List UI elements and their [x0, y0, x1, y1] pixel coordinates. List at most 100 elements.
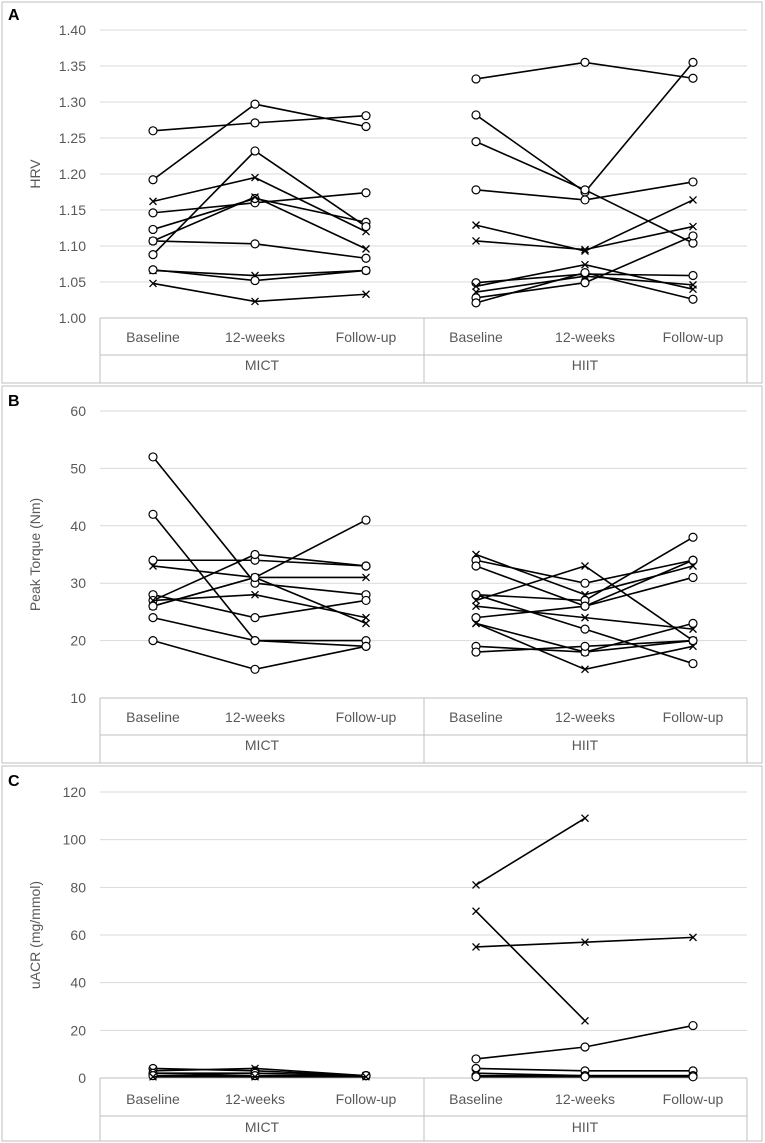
- data-point-cross: [581, 562, 589, 570]
- data-point-circle: [471, 110, 481, 120]
- y-tick-label: 50: [70, 460, 86, 476]
- y-tick-label: 60: [70, 403, 86, 419]
- series-hiit-2: [471, 555, 698, 588]
- data-point-circle: [580, 1072, 590, 1082]
- x-category-label: 12-weeks: [225, 709, 285, 725]
- data-point-cross: [362, 573, 370, 582]
- data-point-circle: [580, 278, 590, 288]
- data-point-circle: [148, 613, 158, 623]
- data-point-circle: [688, 618, 698, 628]
- x-category-label: Follow-up: [663, 709, 724, 725]
- data-point-cross: [472, 880, 480, 889]
- data-point-circle: [361, 188, 371, 198]
- x-category-label: 12-weeks: [555, 709, 615, 725]
- series-line: [152, 616, 367, 648]
- data-point-cross: [251, 297, 259, 306]
- series-line: [475, 235, 694, 299]
- data-point-circle: [250, 275, 260, 286]
- data-point-circle: [580, 641, 590, 651]
- series-hiit-1: [471, 57, 698, 84]
- data-point-circle: [471, 647, 481, 657]
- data-point-circle: [471, 613, 481, 623]
- y-tick-label: 40: [70, 518, 86, 534]
- data-point-circle: [148, 236, 158, 246]
- group-label: HIIT: [572, 357, 599, 373]
- y-tick-label: 1.40: [59, 22, 86, 38]
- data-point-cross: [362, 244, 370, 253]
- data-point-circle: [148, 1071, 158, 1081]
- series-hiit-1: [472, 814, 589, 889]
- y-tick-label: 80: [70, 879, 86, 895]
- data-point-circle: [688, 635, 698, 646]
- data-point-circle: [688, 1020, 698, 1031]
- series-mict-7: [149, 573, 370, 628]
- series-mict-11: [148, 635, 371, 674]
- y-tick-label: 20: [70, 1022, 86, 1038]
- data-point-circle: [148, 250, 158, 260]
- panel-b: B Peak Torque (Nm) 10 20 30 40 50 60 Baseline 12-…: [1, 385, 763, 764]
- data-point-circle: [688, 572, 698, 583]
- data-point-circle: [148, 175, 158, 185]
- series-mict-3: [149, 173, 370, 236]
- data-point-cross: [472, 221, 480, 230]
- data-point-cross: [689, 222, 697, 231]
- series-mict-9: [149, 590, 370, 622]
- data-point-circle: [361, 561, 371, 571]
- data-point-circle: [688, 1072, 698, 1082]
- series-mict-6: [149, 1072, 370, 1081]
- x-category-label: Baseline: [126, 709, 180, 725]
- data-point-cross: [251, 193, 259, 201]
- data-point-cross: [472, 282, 480, 291]
- data-point-circle: [250, 549, 260, 560]
- y-tick-label: 1.15: [59, 202, 86, 218]
- data-point-circle: [148, 601, 158, 611]
- y-tick-label: 10: [70, 690, 86, 706]
- series-mict-10: [148, 265, 371, 286]
- series-mict-2: [148, 99, 371, 185]
- data-point-circle: [688, 658, 698, 669]
- data-point-circle: [471, 74, 481, 84]
- y-tick-label: 1.35: [59, 58, 86, 74]
- data-point-circle: [688, 555, 698, 565]
- y-tick-label: 1.10: [59, 238, 86, 254]
- series-line: [475, 61, 694, 194]
- x-category-label: 12-weeks: [555, 1091, 615, 1107]
- series-hiit-8: [471, 572, 698, 623]
- data-point-circle: [250, 1071, 260, 1081]
- series-mict-8: [148, 515, 371, 611]
- data-point-circle: [361, 221, 371, 232]
- data-point-cross: [689, 280, 697, 289]
- x-category-label: Follow-up: [336, 1091, 397, 1107]
- x-category-label: 12-weeks: [225, 1091, 285, 1107]
- y-axis-label: Peak Torque (Nm): [27, 498, 43, 611]
- series-hiit-8: [471, 1072, 698, 1082]
- data-point-cross: [149, 279, 157, 288]
- series-hiit-11: [471, 268, 698, 308]
- data-point-cross: [472, 942, 480, 951]
- data-point-cross: [581, 814, 589, 823]
- data-point-circle: [471, 1072, 481, 1082]
- data-point-cross: [251, 590, 259, 599]
- data-point-circle: [580, 601, 590, 611]
- y-tick-label: 1.00: [59, 310, 86, 326]
- series-mict-4: [148, 188, 371, 218]
- x-category-label: Baseline: [126, 1091, 180, 1107]
- y-tick-label: 100: [63, 832, 87, 848]
- series-mict-7: [148, 146, 371, 260]
- panel-letter: B: [8, 393, 20, 410]
- series-hiit-3: [471, 137, 698, 248]
- data-point-circle: [688, 73, 698, 83]
- data-point-cross: [362, 290, 370, 299]
- data-point-circle: [688, 270, 698, 281]
- data-point-cross: [362, 619, 370, 628]
- series-hiit-4: [471, 177, 698, 205]
- data-point-cross: [149, 197, 157, 206]
- series-line: [152, 282, 367, 303]
- data-point-circle: [361, 121, 371, 132]
- panel-letter: C: [8, 773, 20, 790]
- group-label: MICT: [245, 357, 280, 373]
- x-category-label: Baseline: [449, 709, 503, 725]
